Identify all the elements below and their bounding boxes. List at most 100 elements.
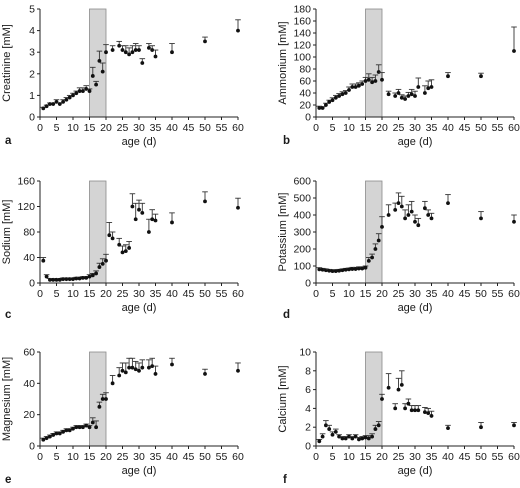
- data-point: [396, 91, 401, 95]
- data-point: [84, 87, 89, 91]
- data-point: [100, 397, 105, 401]
- y-tick-label: 400: [293, 210, 311, 222]
- y-axis-label: Sodium [mM]: [1, 200, 13, 265]
- x-tick-label: 0: [313, 122, 319, 134]
- data-point: [48, 434, 52, 439]
- data-point: [120, 250, 125, 255]
- data-point: [327, 100, 332, 104]
- y-tick-label: 4: [305, 403, 311, 415]
- data-point: [130, 50, 135, 55]
- data-point: [343, 436, 348, 441]
- data-point: [396, 201, 401, 206]
- data-point: [71, 277, 75, 282]
- x-tick-label: 15: [360, 451, 372, 463]
- x-tick-label: 20: [100, 451, 112, 463]
- data-point: [416, 408, 421, 413]
- x-tick-label: 5: [330, 451, 336, 463]
- data-point: [44, 104, 49, 109]
- y-tick-label: 300: [293, 227, 311, 239]
- data-point: [61, 430, 65, 434]
- data-point: [203, 39, 207, 44]
- data-point: [236, 205, 240, 210]
- data-point: [446, 74, 450, 79]
- x-tick-label: 15: [84, 288, 96, 300]
- data-point: [366, 436, 371, 441]
- data-point: [350, 436, 355, 441]
- data-point: [403, 97, 407, 101]
- x-tick-label: 40: [166, 451, 178, 463]
- x-tick-label: 25: [117, 288, 129, 300]
- data-point: [426, 411, 431, 415]
- data-point: [409, 92, 414, 97]
- x-tick-label: 55: [216, 122, 228, 134]
- data-point: [357, 437, 361, 442]
- y-tick-label: 0: [29, 441, 35, 453]
- x-tick-label: 0: [313, 451, 319, 463]
- data-point: [429, 216, 434, 221]
- data-point: [324, 268, 328, 273]
- data-point: [353, 267, 358, 271]
- data-point: [360, 82, 365, 86]
- y-tick-label: 140: [293, 28, 311, 40]
- x-tick-label: 55: [492, 122, 504, 134]
- x-tick-label: 20: [100, 288, 112, 300]
- data-point: [140, 365, 145, 370]
- data-point: [366, 77, 371, 82]
- data-point: [403, 216, 407, 221]
- y-tick-label: 2: [29, 68, 35, 80]
- data-point: [203, 372, 207, 376]
- y-tick-label: 120: [293, 40, 311, 52]
- data-point: [386, 385, 391, 390]
- x-tick-label: 45: [459, 122, 471, 134]
- data-point: [363, 265, 368, 270]
- x-tick-label: 0: [313, 288, 319, 300]
- data-point: [130, 204, 135, 209]
- x-tick-label: 30: [409, 451, 421, 463]
- data-point: [512, 49, 516, 53]
- data-point: [77, 276, 82, 281]
- data-point: [406, 94, 411, 98]
- data-point: [170, 50, 174, 55]
- data-point: [153, 218, 158, 223]
- data-point: [353, 85, 358, 89]
- x-tick-label: 15: [84, 451, 96, 463]
- x-tick-label: 50: [199, 288, 211, 300]
- data-point: [327, 427, 332, 431]
- x-tick-label: 60: [232, 451, 244, 463]
- data-point: [423, 206, 427, 211]
- x-tick-label: 25: [393, 288, 405, 300]
- x-tick-label: 45: [183, 122, 195, 134]
- data-point: [357, 83, 361, 88]
- data-point: [81, 425, 85, 430]
- x-tick-label: 35: [426, 122, 438, 134]
- data-point: [413, 408, 417, 413]
- y-tick-label: 100: [293, 261, 311, 273]
- data-point: [41, 437, 46, 442]
- data-point: [57, 431, 62, 436]
- data-point: [87, 425, 92, 430]
- x-tick-label: 10: [67, 451, 79, 463]
- x-tick-label: 30: [133, 122, 145, 134]
- shaded-region: [365, 351, 383, 447]
- data-point: [77, 89, 82, 93]
- data-point: [117, 43, 122, 48]
- data-point: [133, 48, 138, 52]
- data-point: [150, 364, 155, 368]
- data-point: [84, 276, 89, 280]
- data-point: [330, 98, 335, 103]
- y-tick-label: 20: [299, 100, 311, 112]
- x-tick-label: 35: [150, 122, 162, 134]
- y-axis-label: Magnesium [mM]: [1, 357, 13, 441]
- x-tick-label: 40: [442, 122, 454, 134]
- data-point: [236, 28, 240, 33]
- data-point: [77, 425, 82, 430]
- x-axis-label: age (d): [398, 136, 433, 148]
- x-tick-label: 40: [166, 288, 178, 300]
- x-tick-label: 60: [508, 451, 520, 463]
- x-tick-label: 0: [37, 122, 43, 134]
- data-point: [330, 432, 335, 437]
- data-point: [413, 94, 417, 98]
- x-tick-label: 60: [232, 288, 244, 300]
